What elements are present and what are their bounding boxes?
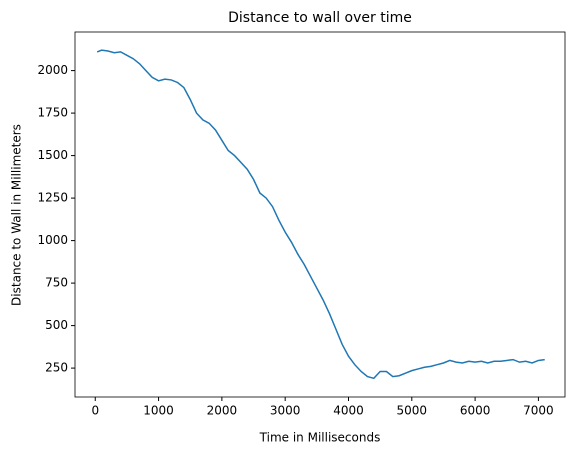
y-axis-label: Distance to Wall in Millimeters (10, 124, 24, 306)
x-tick-label: 3000 (270, 404, 301, 418)
x-tick-label: 0 (91, 404, 99, 418)
y-tick-label: 2000 (37, 63, 68, 77)
y-tick-label: 250 (45, 361, 68, 375)
plot-frame (74, 31, 566, 398)
y-tick-label: 1000 (37, 233, 68, 247)
x-tick-label: 1000 (143, 404, 174, 418)
x-tick-label: 2000 (207, 404, 238, 418)
y-tick-label: 1750 (37, 106, 68, 120)
x-tick-label: 6000 (460, 404, 491, 418)
x-tick-label: 4000 (333, 404, 364, 418)
y-tick-label: 500 (45, 318, 68, 332)
x-axis-label: Time in Milliseconds (259, 431, 381, 445)
x-tick-label: 5000 (397, 404, 428, 418)
chart-title: Distance to wall over time (228, 10, 412, 26)
x-tick-label: 7000 (523, 404, 554, 418)
data-line (96, 49, 545, 380)
y-tick-label: 1250 (37, 191, 68, 205)
y-tick-label: 1500 (37, 148, 68, 162)
y-tick-label: 750 (45, 276, 68, 290)
